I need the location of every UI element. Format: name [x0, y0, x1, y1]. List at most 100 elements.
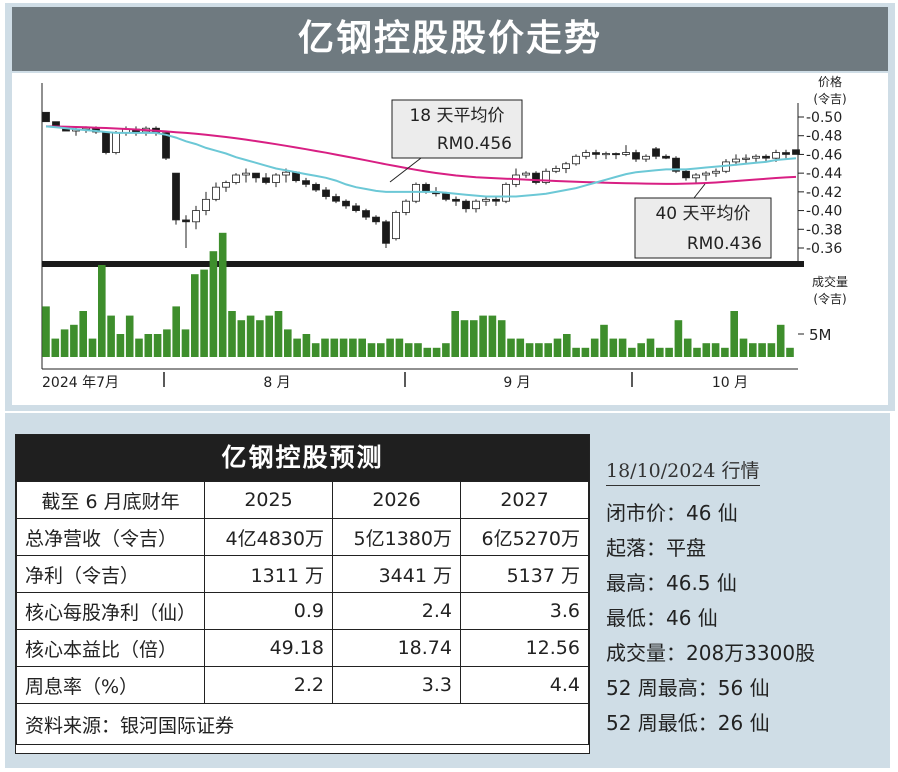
- price-ticks: -0.50 -0.48 -0.46 -0.44 -0.42 -0.40 -0.38 -0.36: [798, 110, 842, 257]
- daily-quote: 18/10/2024 行情 闭市价：46 仙 起落：平盘 最高：46.5 仙 最…: [606, 456, 886, 741]
- table-row: 周息率（%） 2.2 3.3 4.4: [15, 666, 590, 704]
- volume-bar: [776, 324, 785, 357]
- volume-bar: [191, 274, 199, 357]
- ma40-callout-pointer: [693, 183, 706, 199]
- volume-bar: [60, 329, 69, 357]
- table-row: 核心每股净利（仙） 0.9 2.4 3.6: [15, 592, 590, 630]
- month-label-jul: 2024 年7月: [42, 375, 119, 391]
- row-value: 6亿5270万: [459, 518, 590, 556]
- ma18-callout-value: RM0.456: [437, 134, 512, 154]
- price-axis-unit: (令吉): [813, 91, 846, 106]
- ma40-callout-box: [634, 197, 772, 259]
- candle-up: [602, 153, 610, 156]
- row-value: 0.9: [204, 592, 333, 630]
- header-year-2026: 2026: [332, 481, 461, 519]
- candle-up: [192, 210, 200, 223]
- volume-bar: [79, 311, 87, 357]
- volume-bar: [646, 338, 655, 357]
- price-tick-label: -0.48: [806, 129, 842, 145]
- title-bar: 亿钢控股股价走势: [12, 7, 888, 71]
- volume-bar: [395, 338, 404, 357]
- volume-bar: [739, 338, 748, 357]
- candle-down: [262, 177, 270, 183]
- candle-up: [702, 172, 710, 176]
- candle-down: [782, 152, 790, 155]
- price-tick-label: -0.40: [806, 204, 842, 220]
- candle-down: [612, 153, 620, 156]
- volume-bar: [88, 338, 97, 357]
- table-row: 核心本益比（倍） 49.18 18.74 12.56: [15, 629, 590, 667]
- candle-down: [352, 205, 360, 211]
- panel-divider: [42, 261, 804, 267]
- candle-up: [282, 171, 290, 176]
- volume-bar: [246, 315, 255, 357]
- candle-down: [302, 180, 310, 185]
- quote-52w-low: 52 周最低：26 仙: [606, 711, 770, 735]
- row-value: 5亿1380万: [332, 518, 461, 556]
- volume-bar: [414, 343, 422, 357]
- candle-up: [202, 198, 210, 211]
- ma18-line: [45, 125, 797, 198]
- header-year-2025: 2025: [204, 481, 333, 519]
- volume-bar: [451, 311, 459, 357]
- volume-bar: [423, 347, 432, 357]
- row-value: 1311 万: [204, 555, 333, 593]
- row-value: 49.18: [204, 629, 333, 667]
- quote-volume: 成交量：208万3300股: [606, 641, 816, 665]
- candle-up: [642, 155, 650, 160]
- ma18-callout-title: 18 天平均价: [409, 106, 504, 126]
- candle-up: [232, 174, 240, 183]
- price-tick-label: -0.38: [806, 222, 842, 238]
- candle-down: [252, 172, 260, 179]
- source-note: 资料来源：银河国际证券: [16, 703, 589, 745]
- candle-down: [372, 216, 380, 223]
- price-tick-label: -0.44: [806, 166, 842, 182]
- candle-down: [592, 152, 600, 155]
- candle-down: [382, 221, 390, 244]
- volume-bar: [377, 343, 385, 357]
- volume-bar: [172, 306, 180, 357]
- candle-down: [332, 196, 340, 202]
- volume-bar: [516, 338, 525, 357]
- volume-bar: [656, 347, 664, 357]
- quote-52w-high: 52 周最高：56 仙: [606, 676, 770, 700]
- candle-up: [222, 182, 230, 188]
- volume-bar: [98, 265, 106, 357]
- volume-bar: [116, 334, 125, 357]
- candle-down: [662, 155, 670, 159]
- volume-bar: [702, 343, 711, 357]
- volume-bar: [237, 320, 246, 357]
- forecast-grid: 截至 6 月底财年 2025 2026 2027 总净营收（令吉） 4亿4830…: [15, 481, 590, 745]
- candle-down: [652, 148, 660, 157]
- candle-up: [692, 174, 700, 179]
- volume-bar: [637, 343, 645, 357]
- price-axis-label: 价格: [818, 74, 842, 89]
- page-title: 亿钢控股股价走势: [297, 18, 602, 59]
- volume-bar: [42, 306, 50, 357]
- volume-bar: [228, 311, 236, 357]
- candle-down: [532, 172, 540, 183]
- volume-bar: [349, 338, 357, 357]
- volume-bar: [284, 329, 292, 357]
- month-label-oct: 10 月: [712, 375, 748, 391]
- volume-bar: [274, 311, 283, 357]
- row-value: 5137 万: [459, 555, 590, 593]
- volume-bar: [618, 338, 627, 357]
- volume-bar: [181, 329, 190, 357]
- candle-down: [342, 200, 350, 207]
- volume-bar: [721, 347, 729, 357]
- ma40-line: [45, 125, 797, 185]
- ma40-callout-value: RM0.436: [687, 234, 762, 254]
- volume-bar: [758, 343, 766, 357]
- volume-bar: [563, 334, 571, 357]
- candle-up: [472, 200, 480, 210]
- ma40-callout-title: 40 天平均价: [655, 204, 750, 224]
- table-row: 总净营收（令吉） 4亿4830万 5亿1380万 6亿5270万: [15, 518, 590, 556]
- candle-up: [242, 172, 250, 176]
- ma18-callout: 18 天平均价 RM0.456: [389, 99, 523, 183]
- candle-down: [762, 155, 770, 159]
- volume-bar: [153, 334, 162, 357]
- volume-bar: [339, 338, 348, 357]
- volume-bar: [404, 343, 413, 357]
- volume-bar: [125, 315, 134, 357]
